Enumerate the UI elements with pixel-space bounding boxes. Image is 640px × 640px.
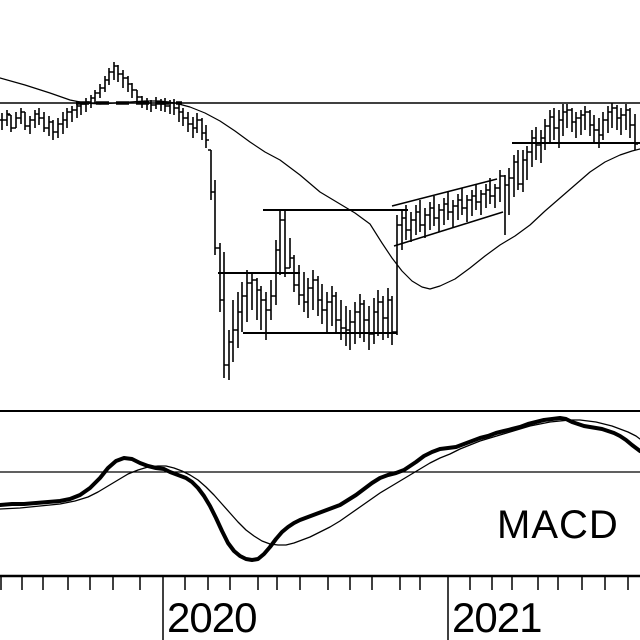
channel-lower-line bbox=[393, 211, 504, 247]
year-label-2020: 2020 bbox=[167, 594, 257, 640]
macd-line bbox=[0, 416, 640, 562]
macd-label: MACD bbox=[497, 503, 619, 547]
year-label-2021: 2021 bbox=[452, 594, 542, 640]
ohlc-bars bbox=[0, 62, 638, 380]
channel-upper-line bbox=[391, 178, 498, 207]
moving-average-line bbox=[0, 77, 640, 290]
